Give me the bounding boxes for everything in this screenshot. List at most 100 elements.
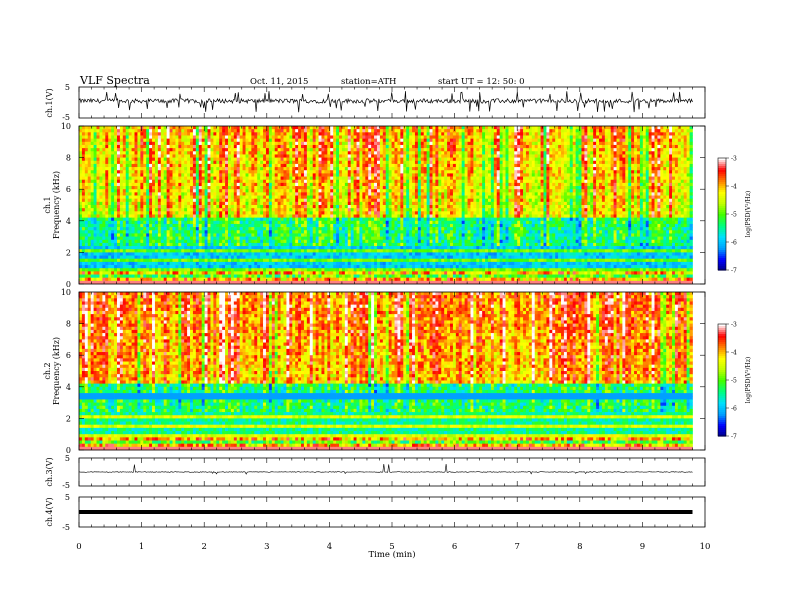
spectrogram-cell [601, 192, 606, 196]
spectrogram-cell [432, 141, 436, 146]
spectrogram-cell [128, 189, 132, 193]
spectrogram-cell [143, 167, 147, 171]
spectrogram-cell [604, 186, 609, 190]
spectrogram-cell [277, 144, 281, 149]
spectrogram-cell [90, 176, 94, 181]
spectrogram-cell [79, 176, 83, 181]
spectrogram-cell [108, 129, 112, 133]
spectrogram-cell [493, 173, 498, 177]
spectrogram-cell [318, 144, 322, 149]
spectrogram-cell [561, 176, 565, 181]
spectrogram-cell [470, 167, 474, 171]
spectrogram-cell [146, 189, 150, 193]
spectrogram-cell [280, 198, 284, 203]
spectrogram-cell [452, 160, 457, 165]
spectrogram-cell [157, 148, 162, 152]
spectrogram-cell [260, 167, 264, 171]
spectrogram-cell [236, 138, 241, 143]
spectrogram-cell [233, 198, 238, 203]
spectrogram-cell [93, 157, 97, 162]
spectrogram-cell [344, 154, 349, 158]
spectrogram-cell [225, 192, 229, 196]
spectrogram-cell [429, 135, 433, 139]
spectrogram-cell [631, 141, 635, 146]
spectrogram-cell [537, 148, 541, 152]
spectrogram-cell [546, 195, 550, 200]
spectrogram-cell [479, 198, 483, 203]
spectrogram-cell [274, 173, 278, 177]
spectrogram-cell [604, 126, 609, 130]
spectrogram-cell [660, 138, 664, 143]
spectrogram-cell [403, 173, 407, 177]
spectrogram-cell [178, 167, 182, 171]
spectrogram-cell [222, 157, 226, 162]
spectrogram-cell [423, 151, 427, 155]
spectrogram-cell [394, 163, 398, 168]
spectrogram-cell [222, 170, 226, 174]
spectrogram-cell [683, 129, 687, 133]
spectrogram-cell [324, 195, 328, 200]
spectrogram-cell [236, 195, 241, 200]
spectrogram-cell [125, 148, 130, 152]
spectrogram-cell [555, 129, 559, 133]
spectrogram-cell [686, 163, 690, 168]
spectrogram-cell [303, 173, 308, 177]
spectrogram-cell [114, 157, 118, 162]
spectrogram-cell [298, 129, 302, 133]
spectrogram-cell [447, 157, 451, 162]
spectrogram-cell [581, 163, 585, 168]
spectrogram-cell [371, 144, 375, 149]
spectrogram-cell [283, 129, 287, 133]
spectrogram-cell [152, 198, 156, 203]
spectrogram-cell [420, 186, 425, 190]
spectrogram-cell [499, 144, 503, 149]
spectrogram-cell [616, 167, 620, 171]
spectrogram-cell [566, 173, 571, 177]
spectrogram-cell [420, 176, 425, 181]
spectrogram-cell [528, 126, 533, 130]
spectrogram-cell [128, 182, 132, 187]
spectrogram-cell [213, 173, 217, 177]
spectrogram-cell [298, 141, 302, 146]
spectrogram-cell [149, 157, 153, 162]
spectrogram-cell [134, 186, 138, 190]
spectrogram-cell [84, 179, 89, 184]
spectrogram-cell [561, 148, 565, 152]
spectrogram-cell [543, 138, 547, 143]
spectrogram-cell [222, 141, 226, 146]
spectrogram-cell [683, 144, 687, 149]
spectrogram-cell [619, 135, 623, 139]
spectrogram-cell [376, 182, 381, 187]
spectrogram-cell [385, 157, 390, 162]
spectrogram-cell [233, 182, 238, 187]
spectrogram-cell [683, 126, 687, 130]
spectrogram-cell [566, 135, 571, 139]
spectrogram-cell [353, 138, 357, 143]
spectrogram-cell [324, 186, 328, 190]
spectrogram-cell [359, 154, 363, 158]
spectrogram-cell [362, 167, 366, 171]
spectrogram-cell [561, 141, 565, 146]
spectrogram-cell [166, 198, 170, 203]
spectrogram-cell [280, 132, 284, 136]
spectrogram-cell [391, 179, 395, 184]
spectrogram-cell [265, 129, 270, 133]
spectrogram-cell [333, 195, 337, 200]
spectrogram-cell [362, 132, 366, 136]
spectrogram-cell [303, 179, 308, 184]
spectrogram-cell [604, 135, 609, 139]
spectrogram-cell [216, 192, 220, 196]
spectrogram-cell [359, 179, 363, 184]
spectrogram-cell [298, 173, 302, 177]
spectrogram-cell [485, 173, 489, 177]
spectrogram-cell [464, 135, 468, 139]
spectrogram-cell [680, 160, 685, 165]
spectrogram-cell [301, 163, 305, 168]
spectrogram-cell [376, 198, 381, 203]
spectrogram-cell [169, 163, 173, 168]
spectrogram-cell [362, 141, 366, 146]
spectrogram-cell [599, 192, 603, 196]
spectrogram-cell [116, 173, 121, 177]
spectrogram-cell [353, 195, 357, 200]
spectrogram-cell [225, 195, 229, 200]
